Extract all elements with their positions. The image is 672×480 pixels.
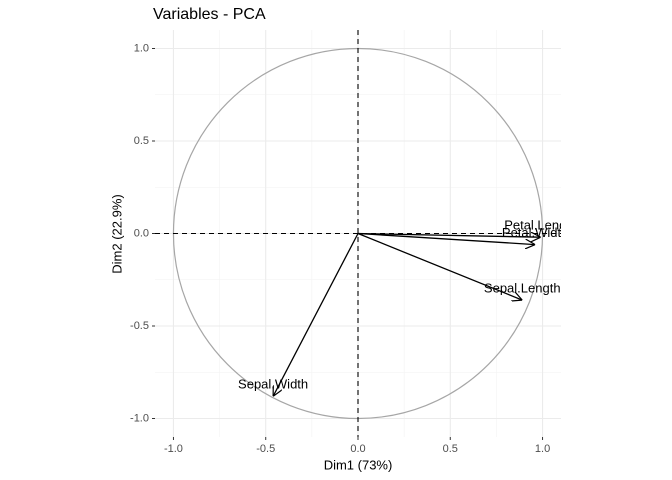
arrow [357,232,535,245]
y-tick-label: 1.0 [134,42,149,54]
arrow [357,232,522,301]
x-tick-label: -0.5 [256,443,275,455]
y-axis-title: Dim2 (22.9%) [109,194,124,273]
x-tick-label: 0.5 [443,443,458,455]
x-tick-label: -1.0 [164,443,183,455]
variable-label: Sepal.Length [484,281,561,296]
x-axis-title: Dim1 (73%) [324,457,393,472]
x-tick-label: 1.0 [535,443,550,455]
y-tick-label: -1.0 [130,412,149,424]
arrow [357,234,541,238]
plot-area: Sepal.Length Sepal.Width Petal.LengthPetal… [155,30,577,437]
y-tick-label: 0.5 [134,135,149,147]
variable-label: Petal.Length [504,218,577,233]
x-tick-label: 0.0 [350,443,365,455]
variable-label: Sepal.Width [238,377,308,392]
y-tick-label: -0.5 [130,320,149,332]
chart-title: Variables - PCA [153,6,266,23]
variable-label: Petal.Width [502,225,568,240]
y-tick-label: 0.0 [134,227,149,239]
arrow [273,233,359,397]
